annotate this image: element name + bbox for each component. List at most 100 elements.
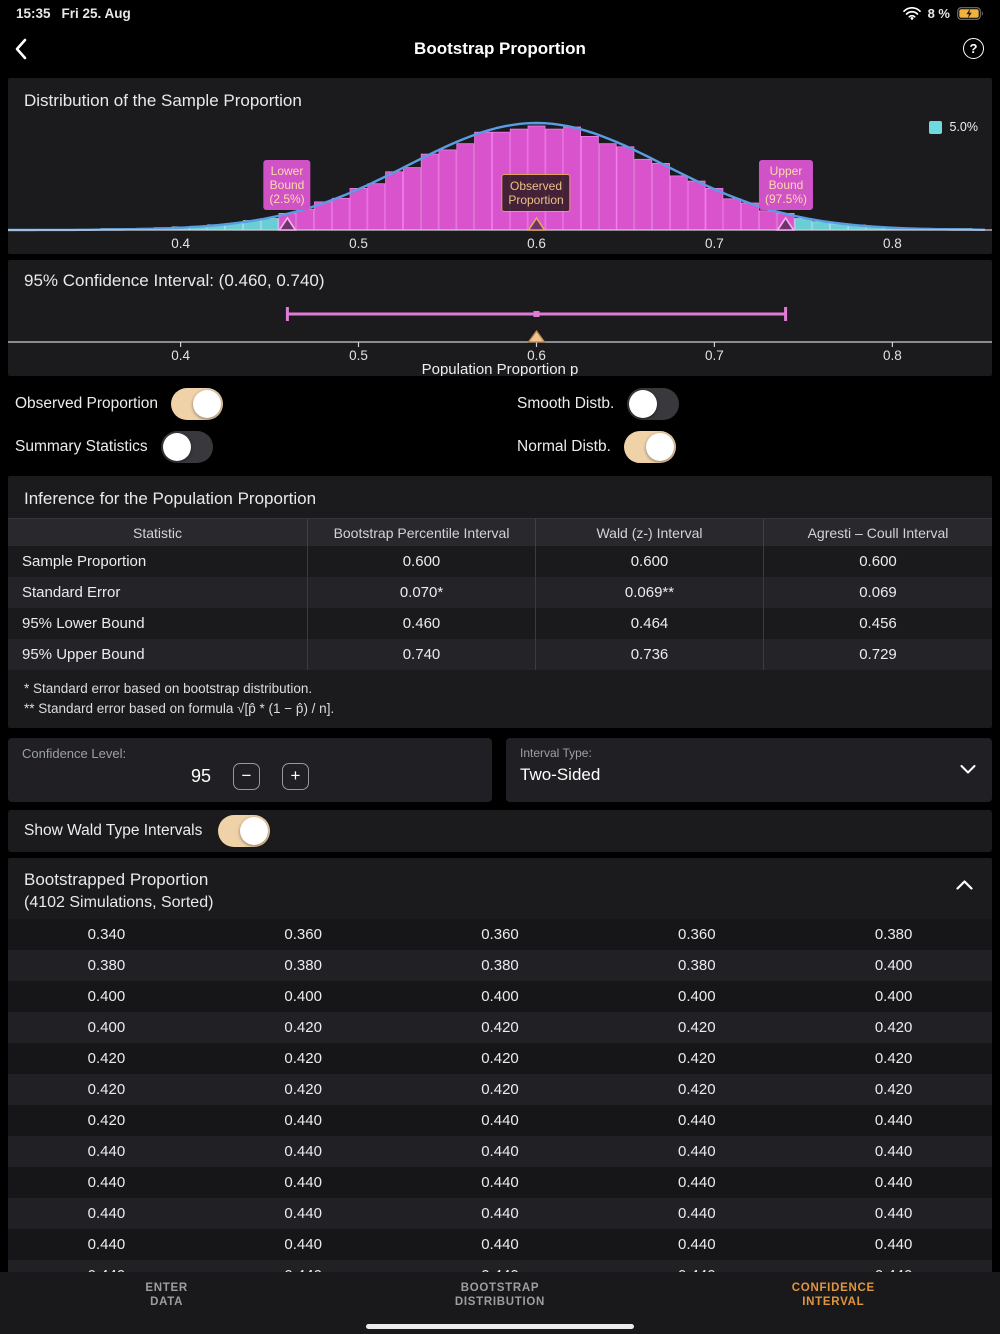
bootstrap-value-cell: 0.440 (284, 1235, 322, 1253)
legend-swatch (928, 120, 942, 134)
inference-table-cell: 0.069 (859, 584, 897, 601)
summary-statistics-toggle-group: Summary Statistics (15, 430, 213, 463)
bootstrap-value-cell: 0.440 (284, 1204, 322, 1222)
bootstrap-table[interactable]: 0.340 0.360 0.360 0.360 0.380 0.380 0.380 0.380… (8, 918, 992, 1291)
lower-bound-label: Lower Bound (2.5%) (263, 160, 311, 210)
inference-table-row: 95% Lower Bound 0.460 0.464 0.456 (8, 608, 992, 639)
bootstrap-table-row: 0.420 0.420 0.420 0.420 0.420 (8, 1073, 992, 1105)
svg-text:0.7: 0.7 (705, 348, 724, 363)
confidence-level-value: 95 (190, 765, 212, 786)
bootstrap-value-cell: 0.400 (874, 956, 913, 974)
inference-table-row: Standard Error 0.070* 0.069** 0.069 (8, 577, 992, 608)
svg-text:0.6: 0.6 (527, 236, 546, 251)
inference-table-cell: 0.736 (536, 639, 764, 670)
svg-text:Population Proportion p: Population Proportion p (422, 361, 579, 376)
bootstrap-value-cell: 0.440 (87, 1142, 126, 1160)
bootstrap-value-cell: 0.380 (87, 956, 126, 974)
page-title: Bootstrap Proportion (414, 38, 586, 58)
bootstrap-value-cell: 0.420 (87, 1049, 126, 1067)
interval-type-dropdown[interactable]: Interval Type: Two-Sided (506, 737, 992, 802)
confidence-increase-button[interactable]: + (282, 762, 310, 790)
toggle-knob (240, 816, 269, 845)
upper-bound-label: Upper Bound (97.5%) (758, 160, 814, 210)
bootstrap-table-row: 0.440 0.440 0.440 0.440 0.440 (8, 1197, 992, 1229)
status-bar: 15:35 Fri 25. Aug 8 % (0, 0, 1000, 27)
bootstrap-value-cell: 0.380 (874, 925, 913, 943)
nav-bar: Bootstrap Proportion ? (0, 27, 1000, 70)
distribution-card: Distribution of the Sample Proportion 0.… (8, 78, 992, 254)
bootstrap-value-cell: 0.420 (678, 1080, 716, 1098)
inference-table-cell: 95% Lower Bound (8, 608, 308, 639)
interval-type-label: Interval Type: (520, 745, 592, 760)
toggle-knob (645, 432, 674, 461)
inference-table-cell: 0.600 (859, 553, 897, 570)
collapse-button[interactable] (952, 876, 976, 894)
bootstrap-value-cell: 0.440 (481, 1235, 519, 1253)
bootstrap-value-cell: 0.380 (284, 956, 322, 974)
observed-proportion-toggle-group: Observed Proportion (15, 387, 224, 420)
observed-proportion-toggle[interactable] (171, 387, 224, 420)
svg-text:0.8: 0.8 (883, 236, 902, 251)
inference-table-cell: 95% Upper Bound (8, 639, 308, 670)
status-time: 15:35 (16, 6, 51, 21)
bootstrap-value-cell: 0.420 (481, 1018, 519, 1036)
bootstrap-table-row: 0.440 0.440 0.440 0.440 0.440 (8, 1135, 992, 1167)
summary-statistics-toggle[interactable] (160, 430, 213, 463)
bootstrap-value-cell: 0.420 (678, 1018, 716, 1036)
normal-distb-toggle-group: Normal Distb. (517, 430, 676, 463)
bootstrap-value-cell: 0.400 (481, 987, 519, 1005)
summary-statistics-toggle-label: Summary Statistics (15, 437, 148, 455)
bootstrap-value-cell: 0.440 (481, 1204, 519, 1222)
bootstrap-value-cell: 0.440 (87, 1235, 126, 1253)
wald-toggle-label: Show Wald Type Intervals (24, 821, 203, 839)
inference-table-cell: 0.600 (536, 546, 764, 577)
footnote-formula-se: ** Standard error based on formula √[p̂ … (24, 701, 335, 717)
tab-enter-data[interactable]: ENTER DATA (145, 1282, 188, 1308)
bootstrap-title: Bootstrapped Proportion (24, 869, 209, 889)
show-wald-intervals-toggle[interactable] (218, 814, 271, 847)
footnote-bootstrap-se: * Standard error based on bootstrap dist… (24, 681, 313, 696)
bootstrap-value-cell: 0.440 (678, 1235, 716, 1253)
interval-plot-svg: 0.4 0.5 0.6 0.7 0.8 Population Proportion p (8, 307, 992, 376)
smooth-distb-toggle[interactable] (627, 387, 680, 420)
home-indicator[interactable] (366, 1324, 634, 1329)
wifi-icon (902, 7, 921, 20)
bootstrap-value-cell: 0.420 (481, 1049, 519, 1067)
status-date: Fri 25. Aug (61, 6, 131, 21)
confidence-decrease-button[interactable]: − (233, 762, 261, 790)
bootstrap-value-cell: 0.440 (481, 1173, 519, 1191)
confidence-interval-chart: 0.4 0.5 0.6 0.7 0.8 Population Proportion p (8, 298, 992, 376)
column-header: Agresti – Coull Interval (807, 524, 949, 541)
bootstrap-card: Bootstrapped Proportion (4102 Simulation… (8, 857, 992, 1291)
chart-legend: 5.0% (928, 120, 978, 134)
inference-table-cell: 0.070* (308, 577, 536, 608)
bootstrap-value-cell: 0.440 (284, 1173, 322, 1191)
smooth-distb-toggle-group: Smooth Distb. (517, 387, 680, 420)
back-button[interactable] (14, 37, 38, 61)
bootstrap-value-cell: 0.440 (874, 1111, 913, 1129)
inference-card: Inference for the Population Proportion … (8, 476, 992, 728)
bootstrap-table-row: 0.440 0.440 0.440 0.440 0.440 (8, 1166, 992, 1198)
bootstrap-value-cell: 0.420 (87, 1111, 126, 1129)
bootstrap-value-cell: 0.440 (284, 1111, 322, 1129)
confidence-level-label: Confidence Level: (22, 745, 127, 761)
bootstrap-value-cell: 0.440 (874, 1235, 913, 1253)
confidence-interval-card: 95% Confidence Interval: (0.460, 0.740) … (8, 260, 992, 376)
normal-distb-toggle[interactable] (623, 430, 676, 463)
help-button[interactable]: ? (963, 38, 984, 59)
bootstrap-value-cell: 0.420 (678, 1049, 716, 1067)
bootstrap-value-cell: 0.440 (284, 1142, 322, 1160)
bootstrap-value-cell: 0.420 (481, 1080, 519, 1098)
tab-confidence-interval[interactable]: CONFIDENCE INTERVAL (791, 1282, 875, 1308)
chevron-up-icon (955, 879, 973, 890)
svg-text:0.5: 0.5 (349, 348, 368, 363)
bootstrap-value-cell: 0.440 (874, 1173, 913, 1191)
bootstrap-value-cell: 0.440 (874, 1204, 913, 1222)
tab-bootstrap-distribution[interactable]: BOOTSTRAP DISTRIBUTION (454, 1282, 546, 1308)
bootstrap-table-row: 0.420 0.420 0.420 0.420 0.420 (8, 1042, 992, 1074)
smooth-distb-toggle-label: Smooth Distb. (517, 394, 615, 412)
bootstrap-value-cell: 0.360 (284, 925, 322, 943)
observed-proportion-label: Observed Proportion (501, 174, 571, 212)
inference-table-row: 95% Upper Bound 0.740 0.736 0.729 (8, 639, 992, 670)
inference-table-body: Sample Proportion 0.600 0.600 0.600 Standard… (8, 546, 992, 670)
